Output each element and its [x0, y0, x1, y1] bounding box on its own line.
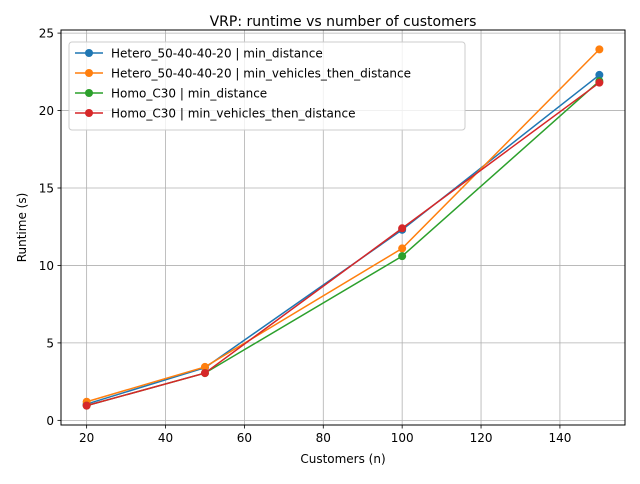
x-tick-label: 80 [316, 431, 331, 445]
data-point [398, 244, 407, 253]
data-point [398, 224, 407, 233]
data-point [82, 401, 91, 410]
legend-item: Homo_C30 | min_distance [75, 87, 267, 101]
x-tick-label: 120 [470, 431, 493, 445]
chart-title: VRP: runtime vs number of customers [210, 14, 477, 30]
legend: Hetero_50-40-40-20 | min_distance Hetero_… [68, 41, 466, 131]
x-tick-label: 100 [391, 431, 414, 445]
x-axis-label: Customers (n) [300, 452, 385, 466]
data-point [200, 362, 209, 371]
y-tick-label: 20 [39, 104, 54, 118]
plot-frame [60, 29, 626, 426]
y-tick-label: 5 [46, 336, 54, 350]
x-tick-label: 60 [237, 431, 252, 445]
y-tick-label: 0 [46, 414, 54, 428]
series-line [86, 48, 600, 403]
legend-label: Homo_C30 | min_vehicles_then_distance [111, 107, 355, 121]
series-4 [82, 78, 604, 410]
legend-marker [85, 109, 93, 117]
data-point [595, 78, 604, 87]
legend-marker [85, 69, 93, 77]
series-line [86, 82, 600, 407]
y-tick-label: 25 [39, 27, 54, 41]
data-point [595, 70, 604, 79]
legend-marker [85, 49, 93, 57]
y-tick-label: 10 [39, 259, 54, 273]
series-line [86, 74, 600, 405]
legend-label: Hetero_50-40-40-20 | min_vehicles_then_d… [111, 67, 411, 81]
series-layer [82, 45, 604, 410]
x-tick-label: 40 [158, 431, 173, 445]
legend-item: Homo_C30 | min_vehicles_then_distance [75, 107, 355, 121]
legend-label: Homo_C30 | min_distance [111, 87, 267, 101]
legend-label: Hetero_50-40-40-20 | min_distance [111, 47, 323, 61]
x-tick-label: 140 [548, 431, 571, 445]
axis-ticks: 20 40 60 80 100 120 140 0 5 10 15 20 25 [39, 27, 572, 445]
y-axis-label: Runtime (s) [15, 193, 29, 263]
legend-item: Hetero_50-40-40-20 | min_distance [75, 47, 323, 61]
x-tick-label: 20 [79, 431, 94, 445]
legend-box [68, 41, 466, 131]
legend-item: Hetero_50-40-40-20 | min_vehicles_then_d… [75, 67, 411, 81]
data-point [595, 45, 604, 54]
y-tick-label: 15 [39, 182, 54, 196]
data-point [398, 252, 407, 261]
legend-marker [85, 89, 93, 97]
data-point [200, 369, 209, 378]
